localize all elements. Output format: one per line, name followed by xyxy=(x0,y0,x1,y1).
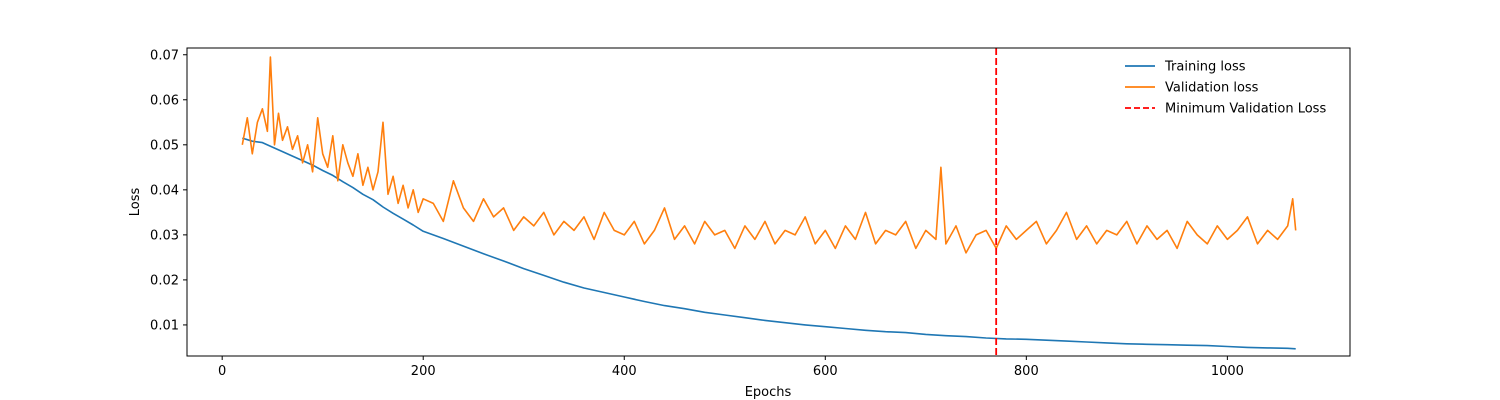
training-loss-line xyxy=(242,137,1296,350)
y-axis-ticks: 0.01 0.02 0.03 0.04 0.05 0.06 0.07 xyxy=(150,48,187,333)
x-axis-ticks: 0 200 400 600 800 1000 xyxy=(218,356,1244,379)
y-tick-label: 0.04 xyxy=(150,183,179,198)
legend-entry-label: Minimum Validation Loss xyxy=(1165,102,1326,117)
x-tick-label: 800 xyxy=(1014,364,1039,379)
legend-entry-label: Validation loss xyxy=(1165,81,1259,96)
y-axis-label: Loss xyxy=(128,188,143,217)
y-tick-label: 0.07 xyxy=(150,48,179,63)
y-tick-label: 0.05 xyxy=(150,138,179,153)
series-layer xyxy=(241,48,1297,356)
y-tick-label: 0.01 xyxy=(150,318,179,333)
x-tick-label: 200 xyxy=(411,364,436,379)
plot-area xyxy=(187,48,1350,356)
y-tick-label: 0.03 xyxy=(150,228,179,243)
plot-frame xyxy=(186,47,1351,357)
x-tick-label: 600 xyxy=(813,364,838,379)
x-tick-label: 1000 xyxy=(1211,364,1244,379)
x-tick-label: 400 xyxy=(612,364,637,379)
y-tick-label: 0.02 xyxy=(150,273,179,288)
legend: Training loss Validation loss Minimum Vali… xyxy=(1125,60,1326,117)
validation-loss-line xyxy=(241,56,1297,254)
y-tick-label: 0.06 xyxy=(150,93,179,108)
x-axis-label: Epochs xyxy=(745,385,792,400)
legend-entry-label: Training loss xyxy=(1164,60,1246,75)
x-tick-label: 0 xyxy=(218,364,226,379)
